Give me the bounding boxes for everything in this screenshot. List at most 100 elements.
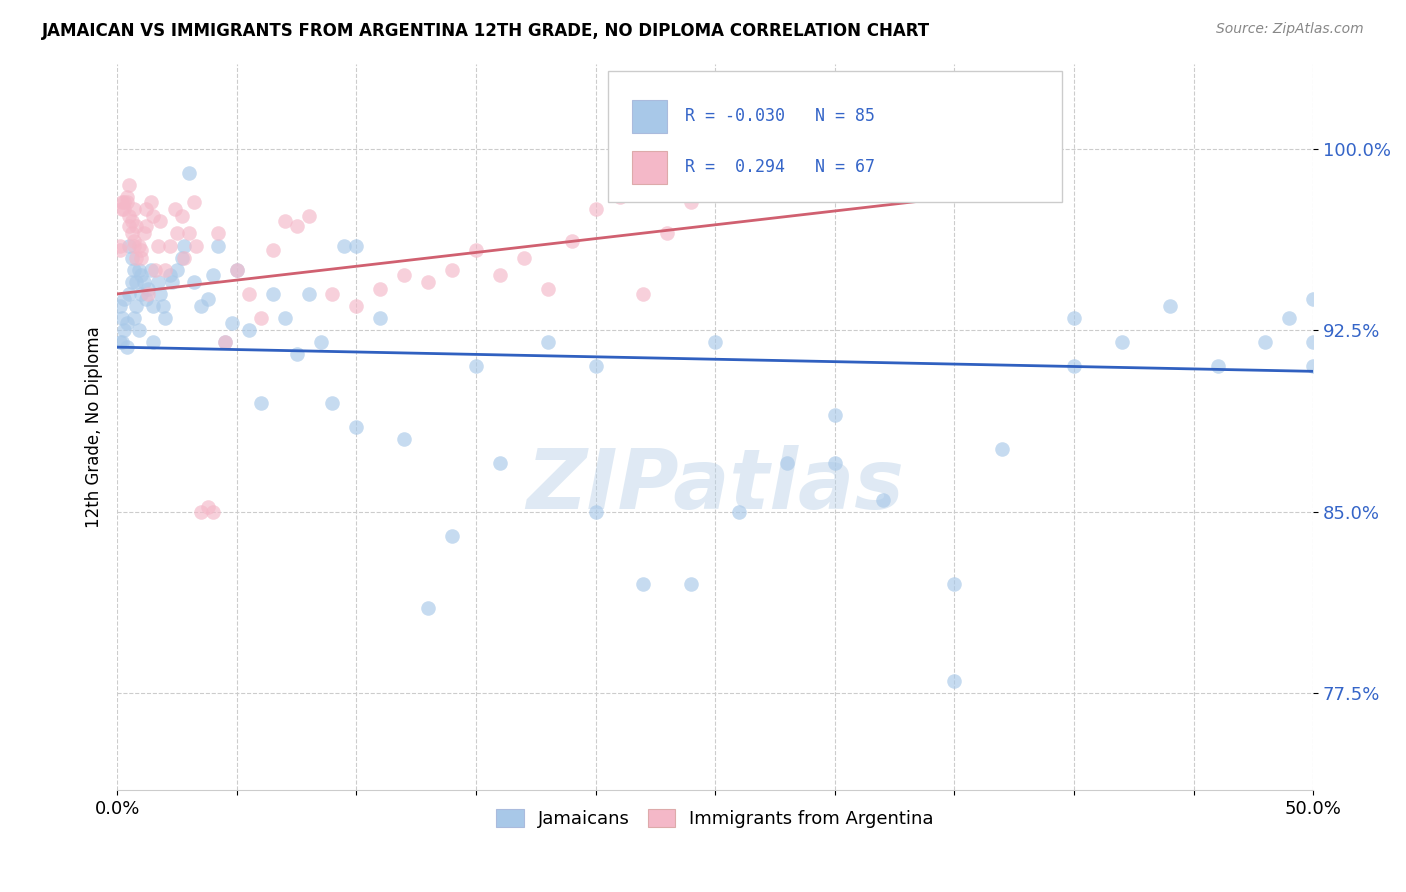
Point <box>149 214 172 228</box>
Point <box>872 492 894 507</box>
Point <box>177 166 200 180</box>
Point <box>489 456 512 470</box>
Point <box>111 202 134 217</box>
Point <box>121 227 143 241</box>
Point <box>129 244 152 258</box>
Point <box>115 340 138 354</box>
Point <box>152 299 174 313</box>
Y-axis label: 12th Grade, No Diploma: 12th Grade, No Diploma <box>86 326 103 528</box>
Point <box>681 194 703 209</box>
Point <box>129 268 152 282</box>
Point <box>111 335 134 350</box>
Point <box>146 238 169 252</box>
Point <box>136 287 159 301</box>
Point <box>115 190 138 204</box>
Point <box>1278 311 1301 326</box>
Point <box>121 251 143 265</box>
Point <box>394 268 416 282</box>
Point <box>214 335 236 350</box>
Point <box>173 238 195 252</box>
Point <box>173 251 195 265</box>
Point <box>537 335 560 350</box>
Point <box>1302 292 1324 306</box>
Point <box>465 359 488 374</box>
Point <box>139 262 162 277</box>
Text: R =  0.294   N = 67: R = 0.294 N = 67 <box>685 158 876 176</box>
Point <box>207 238 229 252</box>
Point <box>489 268 512 282</box>
FancyBboxPatch shape <box>607 71 1062 202</box>
Point <box>112 323 135 337</box>
Text: R = -0.030   N = 85: R = -0.030 N = 85 <box>685 107 876 125</box>
Point <box>585 359 607 374</box>
Point <box>561 234 583 248</box>
Point <box>370 282 392 296</box>
Point <box>108 335 131 350</box>
Point <box>201 268 224 282</box>
Point <box>190 299 212 313</box>
Point <box>370 311 392 326</box>
Point <box>207 227 229 241</box>
Point <box>465 244 488 258</box>
Point <box>344 420 367 434</box>
Point <box>183 275 205 289</box>
Point <box>1302 335 1324 350</box>
Point <box>111 194 134 209</box>
Point <box>657 227 679 241</box>
Point <box>170 251 193 265</box>
Point <box>249 311 271 326</box>
Point <box>943 673 966 688</box>
Point <box>225 262 247 277</box>
Point <box>122 202 145 217</box>
Point <box>112 292 135 306</box>
Point <box>112 202 135 217</box>
Point <box>125 275 148 289</box>
Point <box>166 262 188 277</box>
Point <box>238 323 260 337</box>
Point <box>776 456 799 470</box>
Point <box>121 275 143 289</box>
Point <box>824 456 846 470</box>
Point <box>118 210 141 224</box>
Point <box>297 287 319 301</box>
Point <box>824 408 846 422</box>
Point <box>122 238 145 252</box>
Point <box>943 577 966 591</box>
Point <box>262 244 284 258</box>
Point <box>585 505 607 519</box>
Point <box>129 251 152 265</box>
Point <box>115 316 138 330</box>
Bar <box>631 101 668 133</box>
Point <box>112 194 135 209</box>
Point <box>118 287 141 301</box>
Point <box>111 311 134 326</box>
Point <box>1206 359 1229 374</box>
Point <box>122 234 145 248</box>
Point <box>177 227 200 241</box>
Point <box>273 214 295 228</box>
Point <box>121 214 143 228</box>
Point <box>135 219 157 234</box>
Point <box>609 190 631 204</box>
Point <box>142 335 165 350</box>
Point <box>183 194 205 209</box>
Point <box>197 292 219 306</box>
Point <box>129 287 152 301</box>
Point <box>214 335 236 350</box>
Point <box>1111 335 1133 350</box>
Point <box>108 238 131 252</box>
Point <box>1063 311 1085 326</box>
Point <box>135 202 157 217</box>
Bar <box>631 151 668 184</box>
Point <box>1159 299 1181 313</box>
Point <box>249 396 271 410</box>
Point <box>135 292 157 306</box>
Point <box>441 262 464 277</box>
Point <box>132 275 155 289</box>
Point <box>633 577 655 591</box>
Point <box>537 282 560 296</box>
Point <box>149 287 172 301</box>
Point <box>142 299 165 313</box>
Point <box>122 311 145 326</box>
Point <box>163 202 186 217</box>
